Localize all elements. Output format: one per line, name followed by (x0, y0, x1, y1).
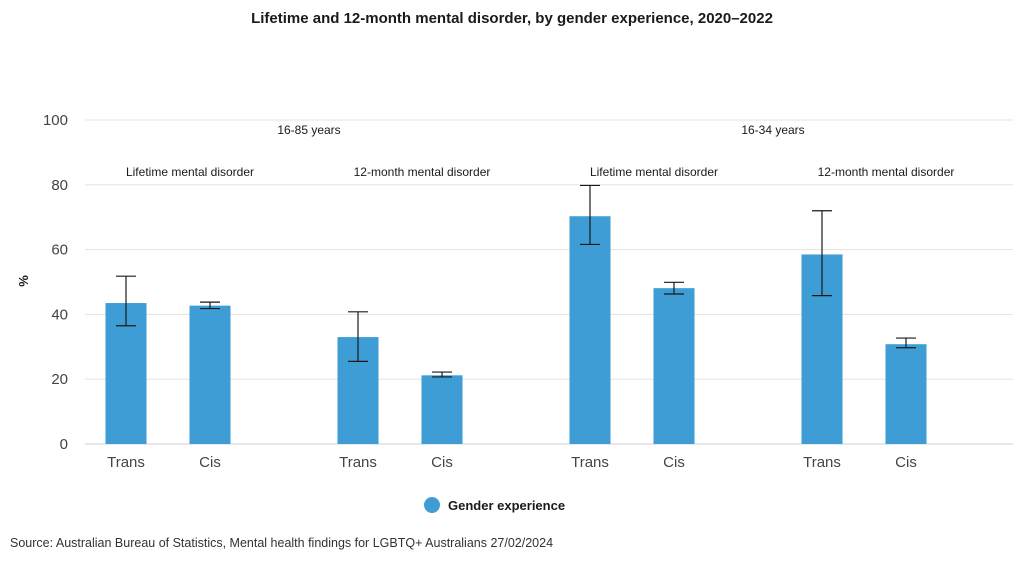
legend[interactable]: Gender experience (424, 497, 565, 513)
error-bar (116, 275, 136, 327)
panel-label: 12-month mental disorder (354, 165, 491, 179)
panel-labels: Lifetime mental disorder 12-month mental … (126, 165, 954, 179)
age-group-label: 16-85 years (277, 123, 340, 137)
error-bar (812, 210, 832, 297)
bar-cis[interactable] (885, 344, 927, 444)
category-label: Cis (895, 454, 917, 471)
y-tick-label: 20 (51, 371, 68, 388)
legend-swatch (424, 497, 440, 513)
error-bar (580, 184, 600, 246)
category-label: Trans (339, 454, 377, 471)
y-axis-label: % (16, 275, 31, 287)
error-bars (116, 184, 916, 378)
category-label: Cis (663, 454, 685, 471)
category-label: Trans (107, 454, 145, 471)
panel-label: Lifetime mental disorder (126, 165, 254, 179)
chart-title: Lifetime and 12-month mental disorder, b… (251, 10, 773, 27)
source-note: Source: Australian Bureau of Statistics,… (10, 536, 554, 550)
gridlines (85, 119, 1013, 445)
bar-cis[interactable] (189, 305, 231, 444)
y-axis-ticks: 0 20 40 60 80 100 (43, 112, 68, 453)
error-bar (664, 281, 684, 295)
panel-label: Lifetime mental disorder (590, 165, 718, 179)
category-label: Trans (803, 454, 841, 471)
y-tick-label: 0 (60, 436, 68, 453)
y-tick-label: 80 (51, 177, 68, 194)
bar-cis[interactable] (653, 288, 695, 444)
bar-trans[interactable] (569, 216, 611, 444)
bars (105, 216, 927, 444)
error-bar (432, 371, 452, 378)
age-group-labels: 16-85 years 16-34 years (277, 123, 804, 137)
age-group-label: 16-34 years (741, 123, 804, 137)
bar-trans[interactable] (105, 303, 147, 444)
error-bar (200, 301, 220, 310)
y-tick-label: 60 (51, 242, 68, 259)
category-label: Cis (431, 454, 453, 471)
y-tick-label: 40 (51, 306, 68, 323)
error-bar (896, 337, 916, 349)
category-label: Cis (199, 454, 221, 471)
category-labels: Trans Cis Trans Cis Trans Cis Trans Cis (107, 454, 917, 471)
bar-cis[interactable] (421, 375, 463, 444)
error-bar (348, 311, 368, 362)
legend-label: Gender experience (448, 497, 566, 513)
panel-label: 12-month mental disorder (818, 165, 955, 179)
y-tick-label: 100 (43, 112, 68, 129)
category-label: Trans (571, 454, 609, 471)
